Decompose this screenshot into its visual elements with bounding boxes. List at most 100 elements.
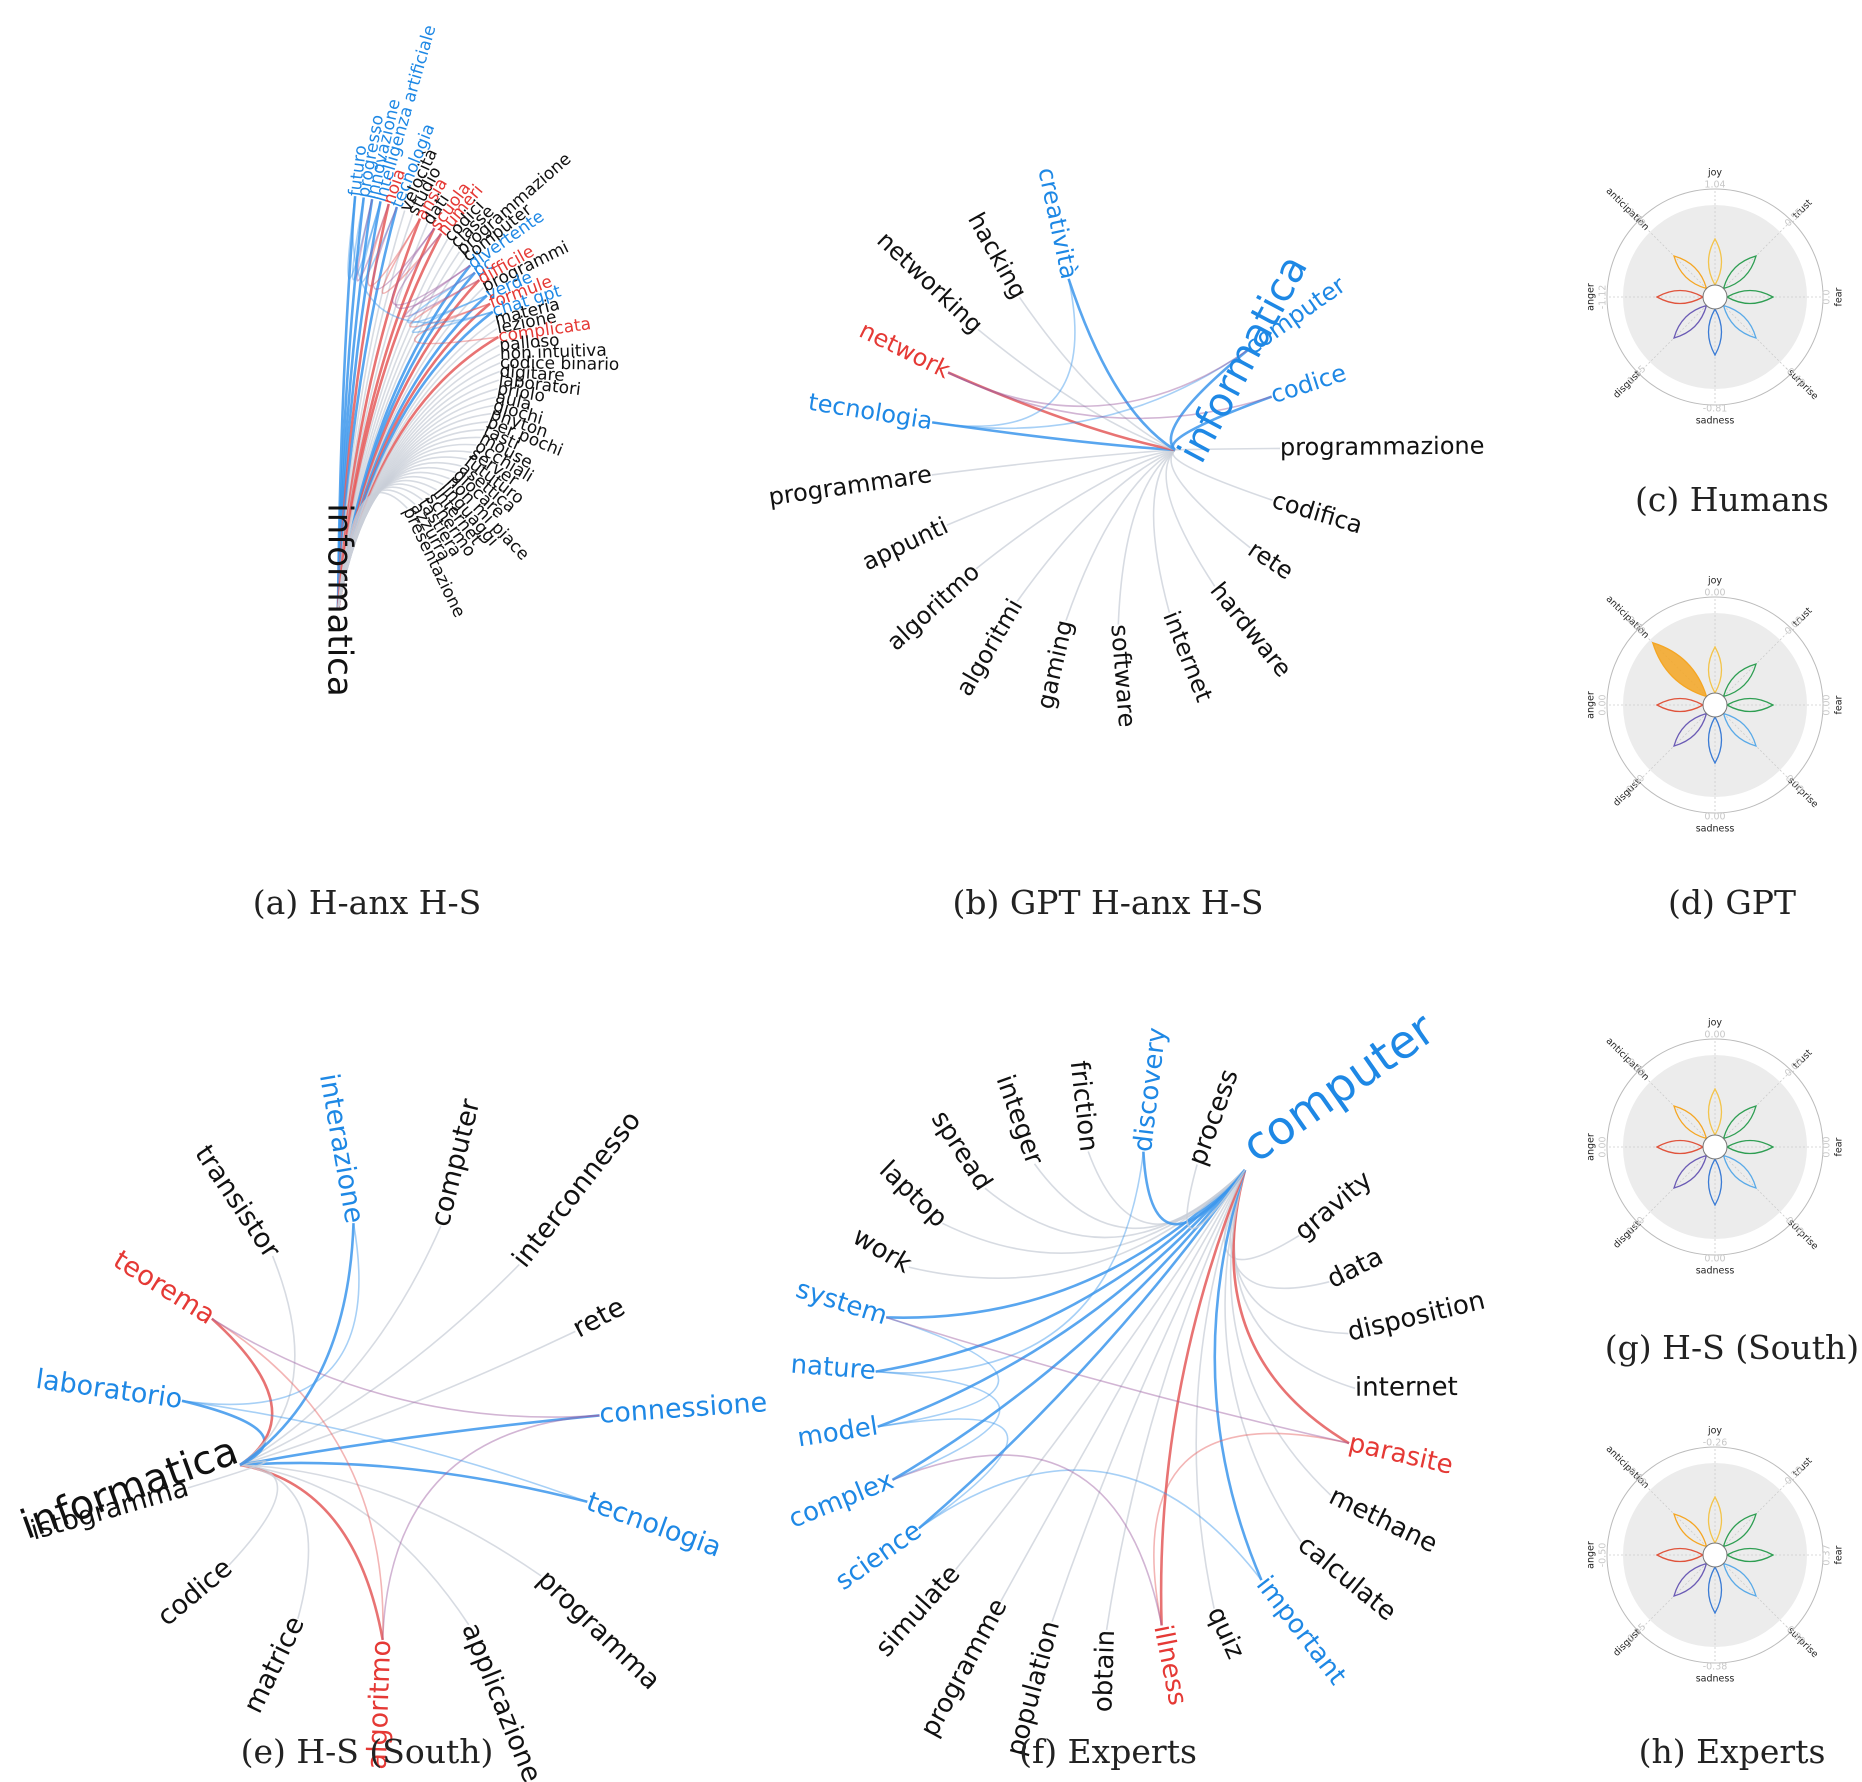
- emotion-value-joy: -0.26: [1703, 1438, 1728, 1449]
- word-e-0: computer: [425, 1095, 487, 1230]
- word-e-11: laboratorio: [34, 1364, 184, 1415]
- center-word-e: informatica: [15, 1428, 245, 1549]
- word-b-3: codifica: [1269, 486, 1366, 539]
- edge-f-23: [1088, 1152, 1245, 1225]
- edge-b-6: [1154, 450, 1175, 613]
- edges-e: [182, 1223, 600, 1640]
- word-b-14: network: [855, 316, 955, 384]
- word-b-4: rete: [1243, 535, 1299, 585]
- flower-d: joy0.00trust0.00fear0.00surprise0.00sadn…: [1586, 576, 1845, 835]
- word-b-1: codice: [1267, 359, 1350, 409]
- caption-b: (b) GPT H-anx H-S: [953, 883, 1264, 922]
- word-b-6: internet: [1157, 607, 1218, 706]
- word-e-13: transistor: [188, 1140, 286, 1265]
- emotion-label-joy: joy: [1707, 168, 1722, 179]
- word-e-12: teorema: [108, 1244, 221, 1331]
- word-f-23: friction: [1064, 1059, 1104, 1153]
- emotion-label-sadness: sadness: [1696, 1266, 1735, 1277]
- caption-c: (c) Humans: [1635, 480, 1829, 519]
- word-f-4: parasite: [1346, 1428, 1456, 1481]
- edge-e-2: [240, 1331, 575, 1465]
- word-f-2: disposition: [1345, 1286, 1488, 1348]
- network-b: computercodiceprogrammazionecodificarete…: [767, 165, 1485, 728]
- cross-edge-f-0: [1154, 1433, 1349, 1625]
- word-f-18: system: [792, 1274, 891, 1331]
- word-b-2: programmazione: [1280, 432, 1485, 462]
- word-b-15: networking: [872, 226, 989, 339]
- flower-h: joy-0.26trust0.30fear0.37surprise-0.80sa…: [1586, 1426, 1845, 1685]
- network-a: futuroprogressoinnovazioneintelligenza a…: [320, 23, 620, 697]
- emotion-label-anger: anger: [1586, 1133, 1597, 1161]
- emotion-value-joy: 0.00: [1704, 1030, 1725, 1041]
- word-f-20: laptop: [873, 1155, 953, 1234]
- word-e-4: tecnologia: [582, 1486, 725, 1563]
- emotion-label-anticipation: anticipation: [1604, 186, 1651, 233]
- emotion-label-anger: anger: [1586, 691, 1597, 719]
- caption-d: (d) GPT: [1668, 883, 1796, 922]
- word-f-10: obtain: [1088, 1629, 1121, 1712]
- emotion-value-fear: 0.00: [1822, 1136, 1833, 1157]
- word-b-16: hacking: [962, 208, 1032, 304]
- emotion-label-fear: fear: [1834, 1545, 1845, 1564]
- word-b-12: programmare: [767, 460, 934, 511]
- cross-edge-f-1: [919, 1470, 1262, 1580]
- emotion-value-fear: 0.00: [1822, 694, 1833, 715]
- emotion-value-disgust: -0.05: [1623, 1622, 1648, 1647]
- word-f-24: discovery: [1128, 1026, 1173, 1154]
- cross-edge-f-3: [878, 1419, 1008, 1528]
- edge-b-9: [1017, 450, 1175, 601]
- word-b-10: algoritmo: [881, 558, 985, 657]
- emotion-label-sadness: sadness: [1696, 1674, 1735, 1685]
- flower-center: [1703, 285, 1727, 309]
- word-e-1: interconnesso: [506, 1105, 647, 1273]
- word-e-3: connessione: [598, 1387, 768, 1430]
- emotion-value-anger: -0.50: [1598, 1543, 1609, 1568]
- word-e-5: programma: [531, 1564, 666, 1696]
- center-word-a: informatica: [320, 503, 360, 696]
- emotion-value-joy: 1.04: [1704, 180, 1725, 191]
- flower-center: [1703, 1135, 1727, 1159]
- edge-e-6: [240, 1465, 469, 1625]
- center-word-f: computer: [1232, 1001, 1445, 1173]
- word-f-17: nature: [790, 1350, 877, 1386]
- emotion-value-disgust: -1.85: [1623, 364, 1648, 389]
- emotion-label-fear: fear: [1834, 1137, 1845, 1156]
- word-f-3: internet: [1355, 1372, 1458, 1403]
- word-b-17: creatività: [1032, 165, 1083, 281]
- emotion-label-anticipation: anticipation: [1604, 1036, 1651, 1083]
- emotion-value-sadness: -0.81: [1703, 404, 1728, 415]
- word-b-5: hardware: [1205, 577, 1298, 683]
- edges-f: [876, 1152, 1355, 1630]
- emotion-value-joy: 0.00: [1704, 588, 1725, 599]
- cross-edge-f-7: [886, 1317, 1349, 1443]
- emotion-value-anger: 0.00: [1598, 694, 1609, 715]
- word-f-22: integer: [990, 1071, 1050, 1169]
- emotion-label-anticipation: anticipation: [1604, 594, 1651, 641]
- emotion-value-sadness: 0.00: [1704, 1254, 1725, 1265]
- edge-e-9: [229, 1465, 277, 1565]
- emotion-label-sadness: sadness: [1696, 416, 1735, 427]
- emotion-value-anger: -1.12: [1598, 285, 1609, 310]
- word-b-7: software: [1105, 623, 1141, 728]
- caption-e: (e) H-S (South): [241, 1732, 494, 1771]
- word-f-16: model: [795, 1411, 880, 1453]
- emotion-value-sadness: -0.38: [1703, 1662, 1728, 1673]
- emotion-label-anger: anger: [1586, 283, 1597, 311]
- emotion-value-fear: 0.0: [1822, 289, 1833, 304]
- emotion-label-joy: joy: [1707, 1426, 1722, 1437]
- emotion-label-anger: anger: [1586, 1541, 1597, 1569]
- word-b-9: algoritmi: [950, 594, 1028, 701]
- cross-edge-f-4: [876, 1372, 1000, 1480]
- edges-b: [932, 279, 1280, 625]
- emotion-label-fear: fear: [1834, 287, 1845, 306]
- word-f-8: quiz: [1201, 1602, 1251, 1663]
- word-f-25: process: [1183, 1065, 1245, 1169]
- flower-g: joy0.00trust0.00fear0.00surprise0.00sadn…: [1586, 1018, 1845, 1277]
- word-f-15: complex: [785, 1466, 898, 1535]
- word-e-8: matrice: [238, 1611, 311, 1718]
- word-f-21: spread: [925, 1105, 998, 1196]
- word-b-11: appunti: [858, 512, 953, 577]
- caption-a: (a) H-anx H-S: [253, 883, 481, 922]
- flower-center: [1703, 1543, 1727, 1567]
